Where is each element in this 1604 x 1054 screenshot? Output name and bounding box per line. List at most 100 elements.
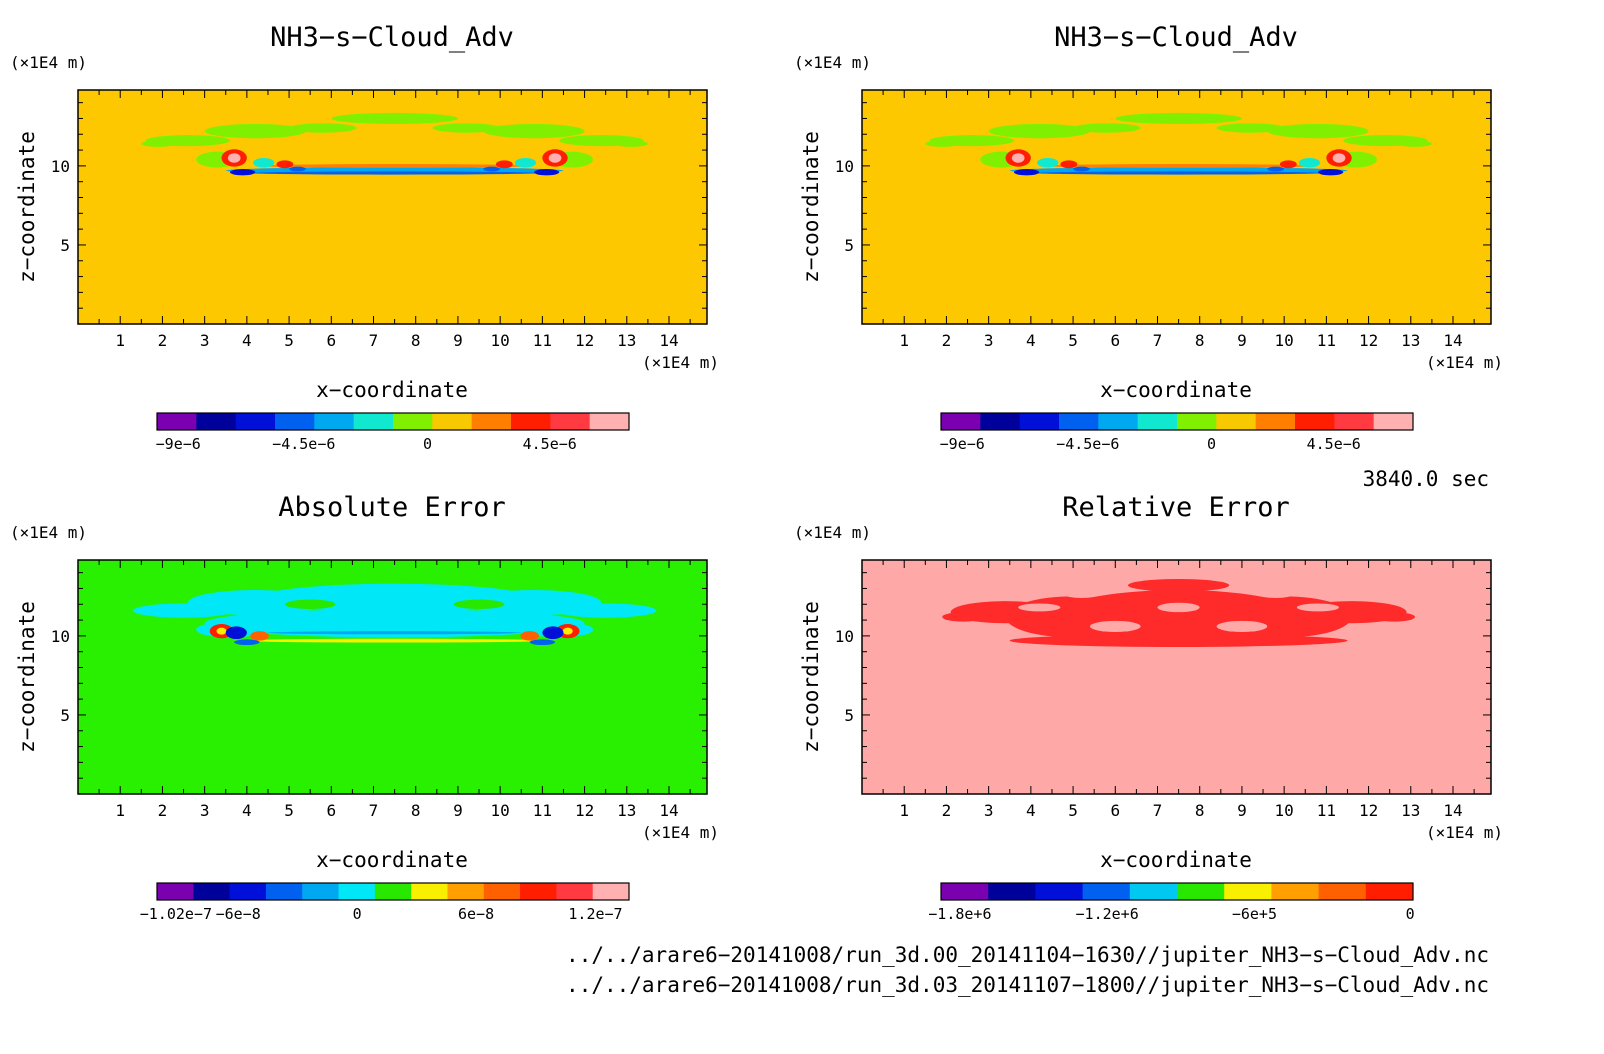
x-tick-label: 1 — [115, 331, 125, 350]
field-contour — [1279, 160, 1297, 169]
y-tick-label: 10 — [51, 157, 70, 176]
error-contour — [1064, 591, 1099, 598]
plot-frame — [861, 559, 1492, 795]
colorbar-swatch — [374, 883, 412, 900]
x-tick-label: 1 — [115, 801, 125, 820]
colorbar-swatch — [988, 883, 1036, 900]
x-tick-label: 9 — [453, 331, 463, 350]
chart-title: Absolute Error — [278, 492, 506, 523]
colorbar-swatch — [980, 413, 1021, 430]
field-contour — [432, 123, 501, 133]
field-contour — [1317, 169, 1344, 176]
colorbar-swatch — [1137, 413, 1178, 430]
colorbar-swatch — [1177, 413, 1217, 430]
x-tick-label: 13 — [1401, 331, 1420, 350]
x-tick-label: 1 — [899, 801, 909, 820]
error-contour — [520, 631, 539, 641]
error-contour — [1009, 634, 1348, 647]
field-contour — [259, 163, 530, 168]
chart-title: NH3−s−Cloud_Adv — [270, 22, 514, 53]
error-contour — [1089, 620, 1141, 632]
contour-layer — [132, 583, 657, 646]
x-tick-label: 3 — [200, 801, 210, 820]
colorbar-label: 0 — [353, 905, 362, 923]
y-tick-label: 5 — [60, 706, 70, 725]
field-contour — [483, 123, 585, 139]
colorbar-label: −4.5e−6 — [272, 435, 335, 453]
field-contour — [289, 123, 357, 133]
x-tick-label: 11 — [1317, 801, 1336, 820]
error-contour — [562, 627, 573, 635]
error-contour — [225, 626, 247, 640]
x-tick-label: 6 — [1110, 331, 1120, 350]
field-contour — [514, 157, 537, 168]
colorbar-swatch — [1216, 413, 1257, 430]
colorbar-swatch — [235, 413, 276, 430]
colorbar-swatch — [941, 883, 989, 900]
colorbar-frame — [156, 882, 630, 901]
error-contour — [234, 639, 260, 646]
colorbar-frame — [940, 882, 1414, 901]
colorbar-label: 0 — [1406, 905, 1415, 923]
x-tick-label: 14 — [659, 331, 678, 350]
x-tick-label: 7 — [369, 331, 379, 350]
x-tick-label: 12 — [1359, 331, 1378, 350]
x-tick-label: 7 — [1153, 801, 1163, 820]
field-contour — [548, 153, 562, 163]
y-tick-label: 10 — [835, 627, 854, 646]
x-tick-label: 5 — [284, 801, 294, 820]
x-tick-label: 12 — [575, 801, 594, 820]
y-unit-label: (×1E4 m) — [10, 523, 87, 542]
x-tick-label: 5 — [284, 331, 294, 350]
colorbar-swatch — [353, 413, 394, 430]
colorbar-swatch — [550, 413, 591, 430]
field-contour — [533, 169, 560, 176]
x-tick-label: 3 — [200, 331, 210, 350]
x-axis-label: x−coordinate — [1100, 378, 1252, 402]
colorbar-label: 6e−8 — [458, 905, 494, 923]
colorbar-label: −1.8e+6 — [928, 905, 991, 923]
field-contour — [988, 123, 1090, 139]
error-contour — [529, 639, 556, 646]
time-label: 3840.0 sec — [1363, 467, 1489, 491]
x-tick-label: 8 — [411, 801, 421, 820]
error-contour — [1157, 602, 1200, 613]
colorbar-swatch — [483, 883, 521, 900]
colorbar-swatch — [1019, 413, 1060, 430]
y-unit-label: (×1E4 m) — [10, 53, 87, 72]
colorbar-label: −9e−6 — [940, 435, 985, 453]
x-tick-label: 3 — [984, 331, 994, 350]
colorbar-swatch — [302, 883, 340, 900]
colorbar-label: 4.5e−6 — [523, 435, 577, 453]
contour-layer — [925, 112, 1432, 176]
x-tick-label: 11 — [1317, 331, 1336, 350]
x-tick-label: 14 — [1443, 801, 1462, 820]
colorbar-swatch — [1098, 413, 1139, 430]
x-tick-label: 10 — [1275, 801, 1294, 820]
field-contour — [1043, 163, 1314, 168]
colorbar-swatch — [1082, 883, 1131, 900]
field-contour — [253, 157, 275, 168]
colorbar-label: −6e+5 — [1232, 905, 1277, 923]
x-tick-label: 9 — [1237, 801, 1247, 820]
field-contour — [331, 112, 458, 124]
colorbar-swatch — [393, 413, 433, 430]
x-tick-label: 10 — [1275, 331, 1294, 350]
y-axis-label: z−coordinate — [15, 601, 39, 753]
colorbar-swatch — [1334, 413, 1375, 430]
y-unit-label: (×1E4 m) — [794, 53, 871, 72]
x-tick-label: 13 — [1401, 801, 1420, 820]
colorbar-swatch — [1318, 883, 1367, 900]
colorbar-swatch — [589, 413, 630, 430]
colorbar-label: 1.2e−7 — [568, 905, 622, 923]
chart-panel: NH3−s−Cloud_Adv(×1E4 m)1 2 3 4 5 6 7 8 9 10 11 12 13… — [794, 22, 1503, 453]
x-tick-label: 12 — [1359, 801, 1378, 820]
field-contour — [1037, 157, 1059, 168]
x-tick-label: 1 — [899, 331, 909, 350]
x-tick-label: 8 — [411, 331, 421, 350]
error-contour — [204, 609, 585, 638]
colorbar-swatch — [157, 883, 194, 900]
y-tick-label: 10 — [835, 157, 854, 176]
x-tick-label: 2 — [158, 331, 168, 350]
x-tick-label: 12 — [575, 331, 594, 350]
